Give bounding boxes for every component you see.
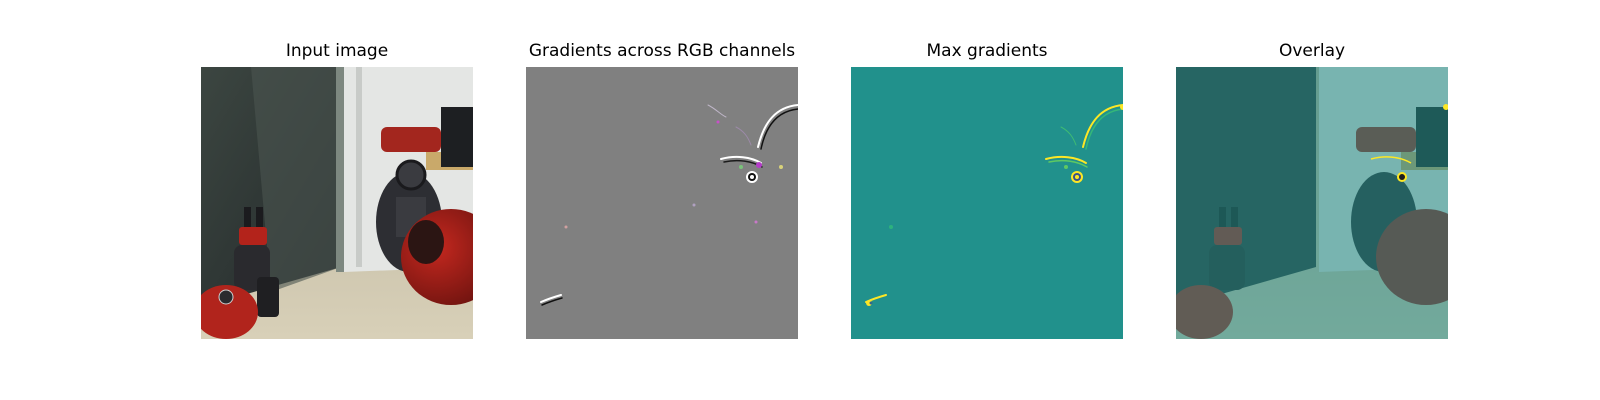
overlay-photo <box>1176 67 1448 339</box>
panel-title-gradients-rgb: Gradients across RGB channels <box>528 41 796 61</box>
gradients-rgb-map <box>526 67 798 339</box>
input-image <box>201 67 473 339</box>
panel-title-input: Input image <box>285 41 389 61</box>
panel-title-overlay: Overlay <box>1278 41 1346 61</box>
panel-title-max-gradients: Max gradients <box>926 41 1048 61</box>
max-gradients-image <box>851 67 1123 339</box>
input-image-photo <box>201 67 473 339</box>
max-gradients-map <box>851 67 1123 339</box>
overlay-image <box>1176 67 1448 339</box>
gradients-rgb-image <box>526 67 798 339</box>
